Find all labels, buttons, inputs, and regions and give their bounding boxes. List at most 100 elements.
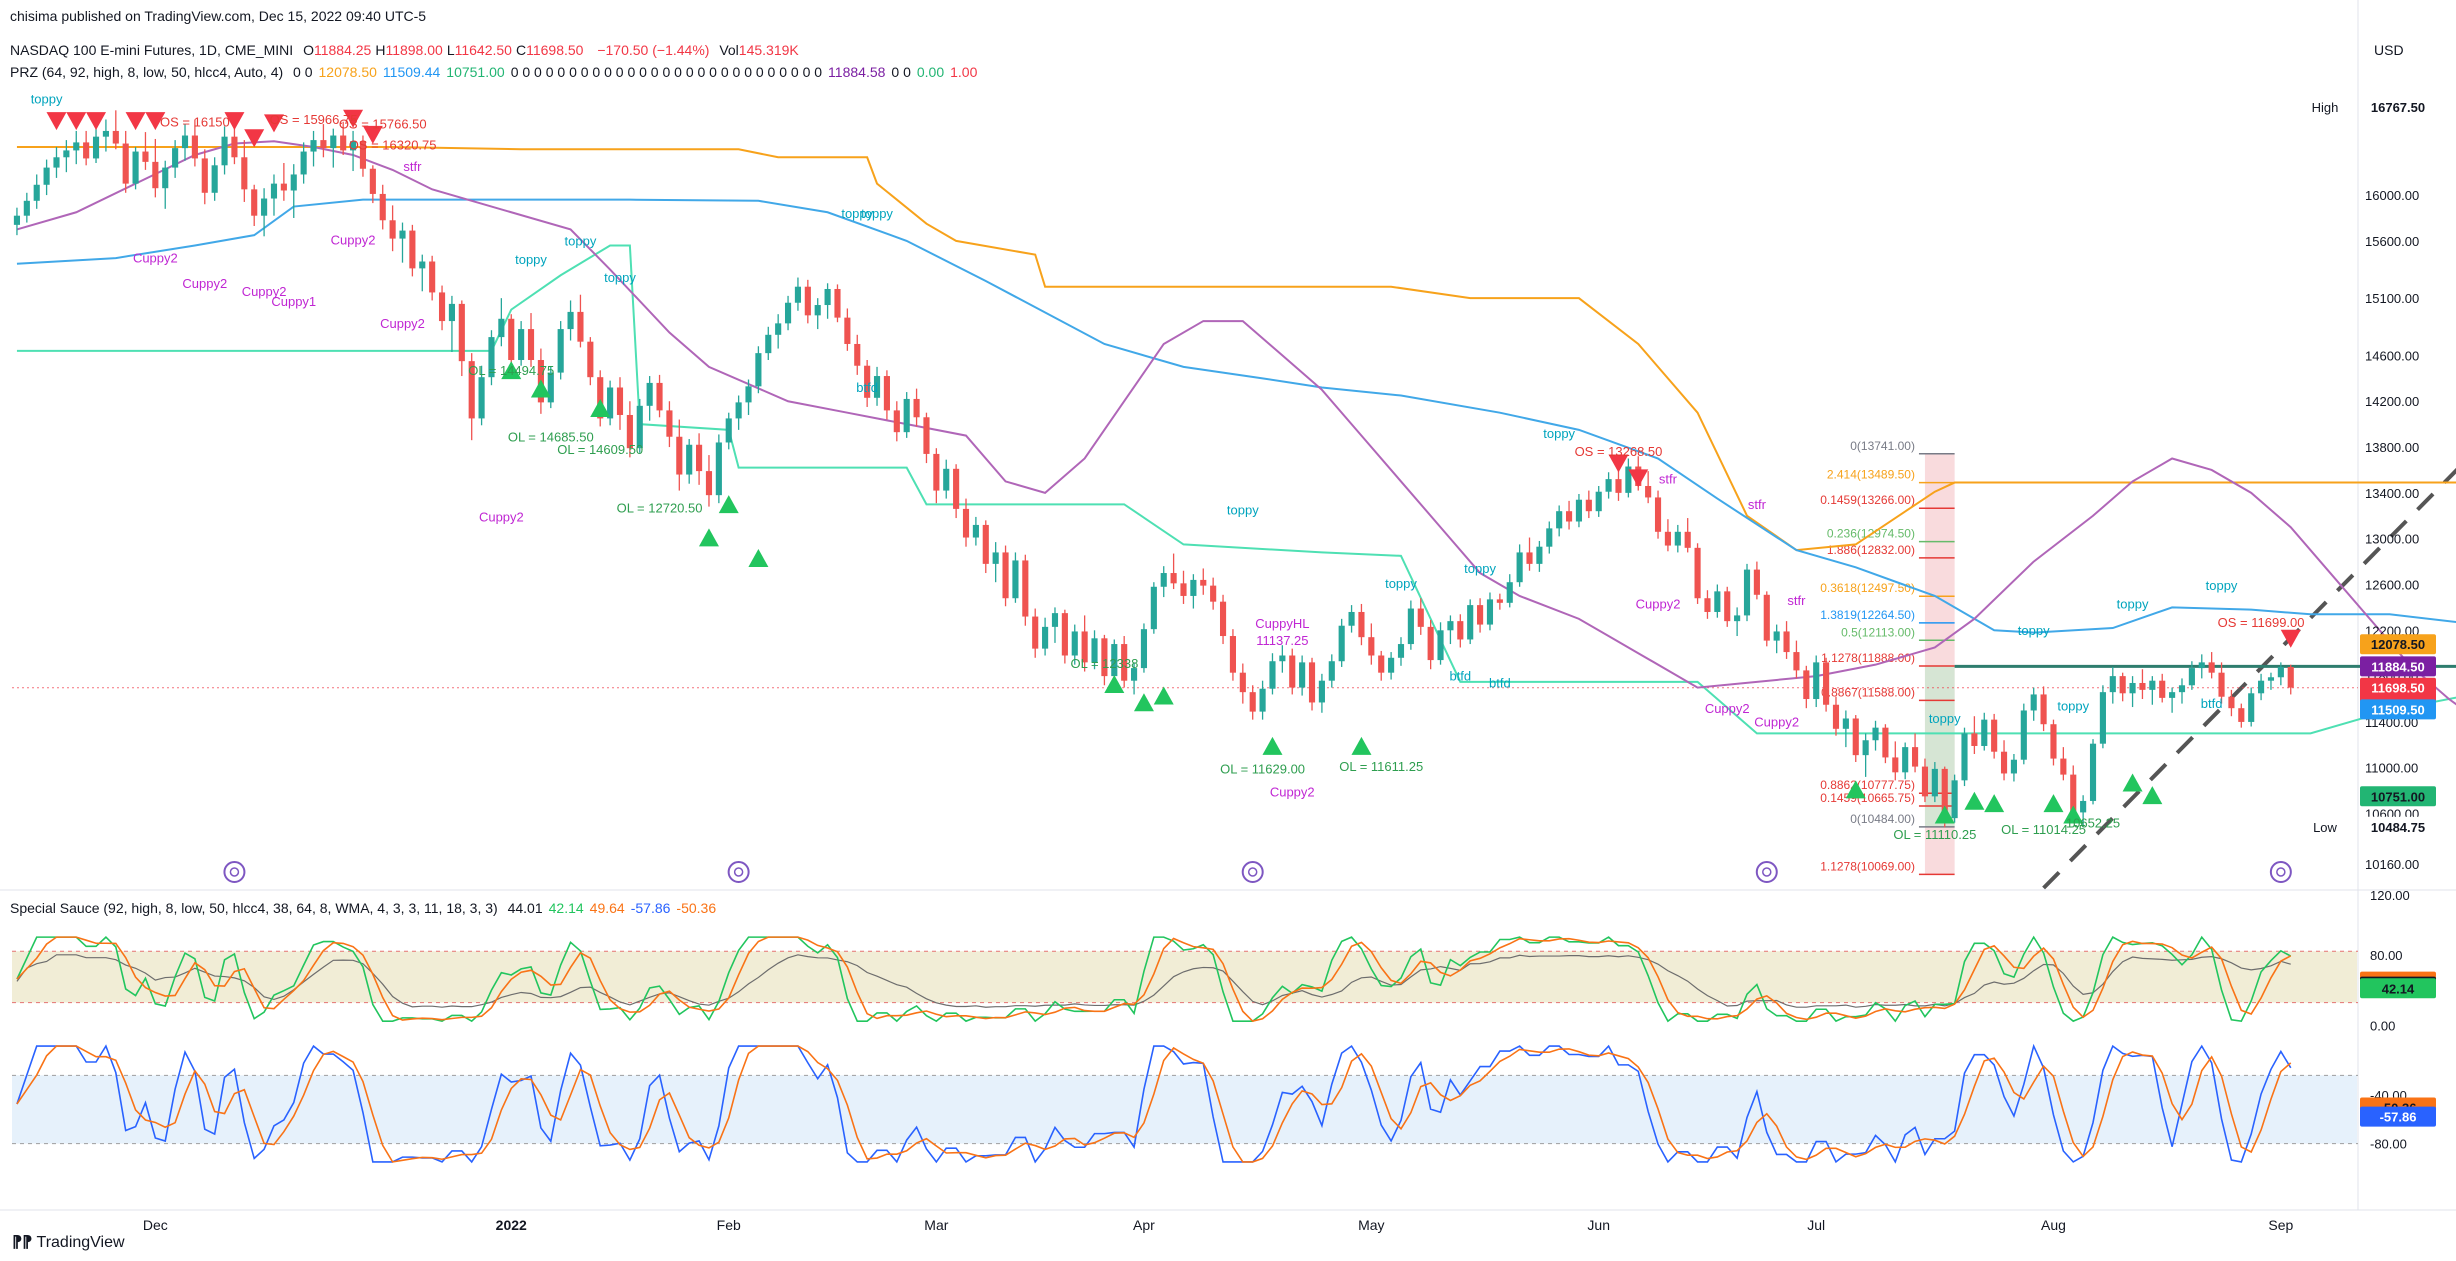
candle-body: [1269, 661, 1276, 689]
sell-marker: [343, 109, 364, 128]
price-label-box: [2360, 97, 2436, 118]
candle-body: [359, 141, 367, 169]
candle-body: [2169, 692, 2176, 698]
fib-column-label: 0.1459(10665.75): [1820, 791, 1915, 805]
candle-body: [962, 508, 970, 538]
prz-value: 0 0: [891, 64, 911, 80]
price-label-value: 12078.50: [2371, 637, 2425, 652]
candle-body: [1912, 747, 1919, 767]
candle-body: [23, 200, 30, 216]
candle-body: [1180, 583, 1187, 596]
signal-annotation: CuppyHL: [1255, 616, 1309, 631]
price-label-value: 11698.50: [2371, 681, 2425, 696]
candle-body: [1704, 598, 1711, 612]
cycle-icon: [727, 861, 750, 883]
price-label-box: [2360, 634, 2436, 655]
candle-body: [33, 184, 40, 201]
fib-column-label: 1.886(12832.00): [1827, 543, 1915, 557]
signal-annotation: toppy: [1929, 711, 1961, 726]
buy-marker: [1153, 686, 1174, 705]
candle-body: [310, 140, 317, 152]
candle-body: [478, 377, 485, 419]
prz-indicator-line[interactable]: PRZ (64, 92, high, 8, low, 50, hlcc4, Au…: [10, 64, 989, 80]
candle-body: [2119, 676, 2126, 694]
tradingview-logo[interactable]: ⁋⁋ TradingView: [12, 1234, 125, 1251]
time-tick-label: Jul: [1807, 1217, 1825, 1233]
signal-annotation: Cuppy2: [242, 284, 287, 299]
candle-body: [1299, 662, 1306, 688]
signal-annotation: toppy: [2117, 597, 2149, 612]
buy-marker: [1984, 794, 2005, 813]
candle-body: [646, 382, 653, 406]
candle-body: [1368, 637, 1375, 656]
candle-body: [1842, 718, 1849, 729]
fib-column-label: 1.1278(11888.00): [1821, 651, 1915, 665]
buy-marker: [2063, 805, 2084, 824]
signal-annotation: OL = 14609.50: [557, 442, 643, 457]
candle-body: [834, 288, 841, 318]
signal-annotation: OS = 11699.00: [2218, 615, 2305, 630]
candle-body: [854, 343, 861, 366]
signal-annotation: Cuppy1: [271, 294, 316, 309]
sell-marker: [263, 114, 284, 133]
candle-body: [369, 168, 376, 194]
candle-body: [1783, 631, 1790, 653]
candle-body: [1061, 613, 1068, 656]
symbol-name[interactable]: NASDAQ 100 E-mini Futures, 1D, CME_MINI: [10, 42, 294, 58]
signal-annotation: btfd: [1489, 676, 1511, 691]
candle-body: [498, 318, 505, 338]
candle-body: [1131, 668, 1138, 681]
fib-column-label: 2.414(13489.50): [1827, 468, 1915, 482]
price-tag-label: Low: [2313, 820, 2337, 835]
candle-body: [1763, 594, 1770, 641]
price-label-value: 11509.50: [2371, 702, 2425, 717]
signal-annotation: Cuppy2: [1705, 701, 1750, 716]
candle-body: [1882, 727, 1889, 758]
candle-body: [794, 286, 802, 303]
candle-body: [1051, 613, 1059, 627]
candle-body: [1210, 585, 1217, 602]
candle-body: [191, 135, 198, 159]
candle-body: [765, 334, 772, 354]
candle-body: [152, 161, 159, 189]
signal-annotation: btfd: [1449, 669, 1471, 684]
candle-body: [221, 136, 228, 166]
candle-body: [2080, 800, 2087, 813]
candle-body: [211, 165, 218, 193]
price-label-value: 11884.50: [2371, 659, 2425, 674]
candle-body: [1516, 552, 1523, 583]
candle-body: [1437, 630, 1444, 661]
signal-annotation: toppy: [1385, 576, 1417, 591]
buy-marker: [1262, 736, 1283, 755]
candle-body: [1160, 573, 1167, 587]
candle-body: [972, 524, 979, 538]
price-label-value: 16767.50: [2371, 100, 2425, 115]
candle-body: [508, 318, 515, 361]
signal-annotation: Cuppy2: [182, 276, 227, 291]
candle-body: [1852, 718, 1859, 756]
signal-annotation: Cuppy2: [133, 251, 178, 266]
time-tick-label: May: [1358, 1217, 1384, 1233]
candle-body: [656, 382, 663, 411]
signal-annotation: OS = 16320.75: [349, 137, 437, 152]
sell-marker: [66, 112, 87, 131]
candle-body: [607, 387, 614, 419]
candle-body: [1941, 768, 1948, 819]
candle-body: [448, 303, 455, 322]
candle-body: [2050, 724, 2057, 759]
candle-body: [1042, 626, 1049, 649]
candle-body: [1536, 546, 1543, 564]
ohlc-l: L11642.50: [446, 42, 512, 58]
candle-body: [567, 311, 574, 330]
candle-body: [1734, 615, 1741, 622]
cycle-icon-inner: [229, 867, 240, 877]
candle-body: [547, 372, 554, 403]
candle-body: [1921, 766, 1929, 797]
sell-marker: [224, 112, 245, 131]
indicator-line-teal: [16, 244, 2456, 735]
price-tick-label: 11000.00: [2365, 761, 2418, 776]
price-tick-label: 15100.00: [2365, 291, 2419, 306]
candle-body: [1239, 672, 1246, 693]
oscillator-legend[interactable]: Special Sauce (92, high, 8, low, 50, hlc…: [10, 900, 728, 916]
